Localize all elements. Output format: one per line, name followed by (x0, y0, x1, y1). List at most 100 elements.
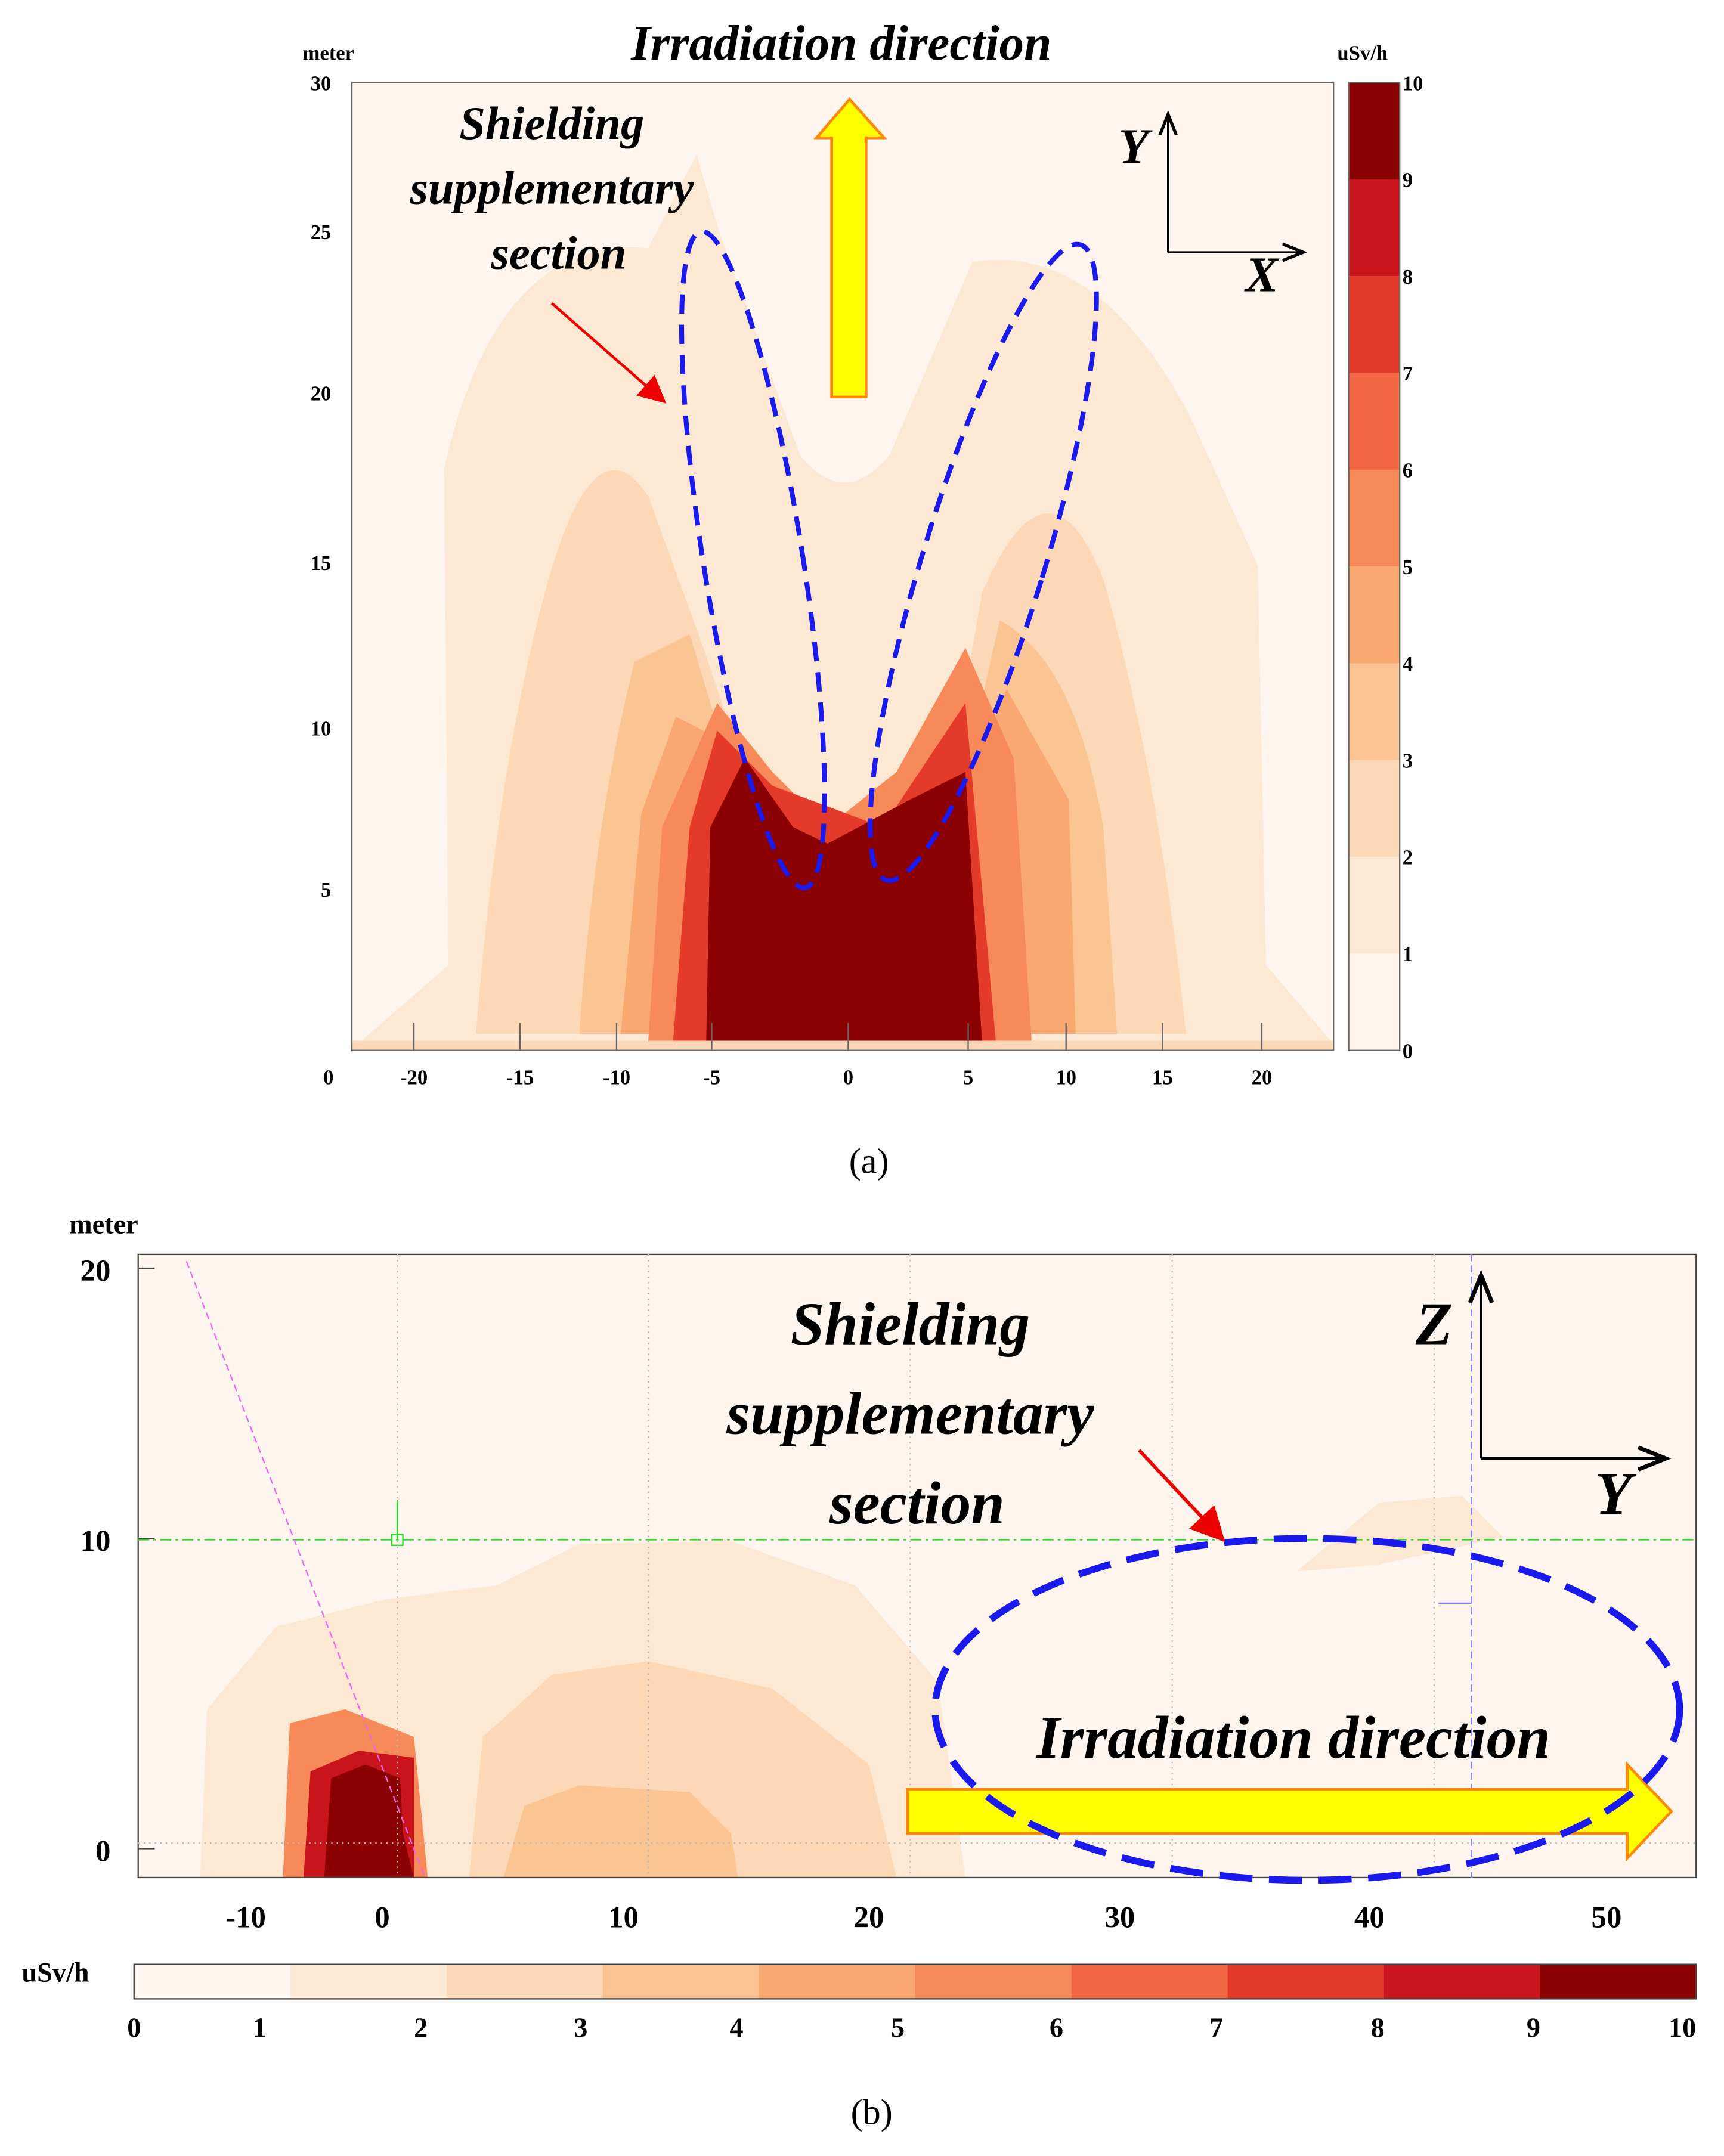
colorbar-band (1348, 82, 1400, 180)
caption: (a) (849, 1141, 889, 1181)
colorbar-band (1348, 760, 1400, 857)
y-tick-label: 30 (311, 72, 332, 95)
colorbar-band (1348, 179, 1400, 277)
x-tick-label: -5 (703, 1065, 720, 1089)
annotation: Shielding (791, 1290, 1030, 1358)
colorbar-band (134, 1964, 290, 1999)
y-tick-label: 10 (81, 1525, 111, 1558)
colorbar-band (1348, 373, 1400, 470)
axis-label: Z (1415, 1290, 1453, 1358)
axis-label: Y (1595, 1460, 1636, 1528)
overlay: Irradiation direction meter uSv/h Shield… (21, 16, 1697, 2133)
colorbar-tick-label: 4 (1403, 652, 1413, 676)
x-tick-label: 20 (854, 1901, 884, 1934)
x-tick-label: 0 (374, 1901, 389, 1934)
x-tick-label: 30 (1104, 1901, 1135, 1934)
x-tick-label: 10 (1056, 1065, 1076, 1089)
colorbar-tick-label: 6 (1050, 2013, 1063, 2043)
colorbar-frame (1348, 82, 1401, 1051)
x-tick-label: 20 (1252, 1065, 1273, 1089)
x-tick-label: -10 (225, 1901, 266, 1934)
x-tick-label: 15 (1152, 1065, 1173, 1089)
dose-region (706, 758, 982, 1041)
unit-label: meter (302, 41, 354, 64)
colorbar-band (915, 1964, 1072, 1999)
y-tick-label: 20 (311, 382, 332, 405)
colorbar-band (1348, 663, 1400, 760)
x-tick-label: -20 (400, 1065, 428, 1089)
colorbar-band (602, 1964, 759, 1999)
plot-frame (351, 82, 1335, 1051)
colorbar-tick-label: 10 (1669, 2013, 1696, 2043)
unit-label: meter (69, 1209, 138, 1240)
colorbar-tick-label: 5 (891, 2013, 905, 2043)
title: Irradiation direction (630, 16, 1051, 71)
x-tick-label: 5 (963, 1065, 973, 1089)
colorbar-tick-label: 1 (253, 2013, 267, 2043)
colorbar-band (1348, 276, 1400, 373)
annotation: Shielding (459, 98, 644, 150)
colorbar-band (1348, 566, 1400, 664)
annotation: section (490, 227, 626, 279)
colorbar-tick-label: 0 (127, 2013, 141, 2043)
colorbar-band (759, 1964, 915, 1999)
annotation: section (829, 1470, 1005, 1537)
annotation: supplementary (726, 1380, 1094, 1448)
colorbar-band (446, 1964, 603, 1999)
plot-frame (137, 1253, 1697, 1879)
colorbar-band (1540, 1964, 1697, 1999)
colorbar-tick-label: 1 (1403, 943, 1413, 966)
title: Irradiation direction (1036, 1704, 1550, 1771)
y-tick-label: 25 (311, 221, 332, 244)
annotation: supplementary (409, 163, 694, 215)
colorbar-tick-label: 7 (1209, 2013, 1223, 2043)
axis-label: Y (1119, 119, 1153, 174)
y-tick-label: 20 (81, 1254, 111, 1288)
colorbar-tick-label: 6 (1403, 459, 1413, 482)
shield-ellipse (679, 229, 827, 891)
caption: (b) (851, 2093, 893, 2133)
shield-ellipse (931, 1535, 1683, 1884)
x-tick-label: 10 (608, 1901, 639, 1934)
colorbar-tick-label: 4 (730, 2013, 744, 2043)
dose-region (324, 1764, 414, 1878)
colorbar-tick-label: 2 (1403, 846, 1413, 869)
colorbar-tick-label: 3 (574, 2013, 587, 2043)
unit-label: uSv/h (21, 1958, 89, 1988)
colorbar-band (290, 1964, 447, 1999)
y-tick-label: 5 (321, 878, 331, 902)
colorbar-tick-label: 5 (1403, 556, 1413, 579)
unit-label: uSv/h (1337, 41, 1388, 64)
x-tick-label: 40 (1354, 1901, 1385, 1934)
colorbar-tick-label: 0 (1403, 1039, 1413, 1062)
dose-region (352, 1040, 1334, 1051)
x-tick-label: -15 (506, 1065, 534, 1089)
colorbar-frame (133, 1963, 1697, 2000)
x-tick-label: 0 (323, 1065, 333, 1089)
pointer-arrow (550, 302, 667, 404)
colorbar-tick-label: 8 (1403, 265, 1413, 289)
colorbar-band (1227, 1964, 1384, 1999)
direction-arrow (906, 1761, 1673, 1862)
colorbar-band (1348, 469, 1400, 567)
colorbar-tick-label: 3 (1403, 749, 1413, 772)
colorbar-tick-label: 7 (1403, 362, 1413, 385)
pointer-arrow (1138, 1449, 1225, 1542)
colorbar-band (1348, 857, 1400, 954)
marker (391, 1534, 404, 1546)
x-tick-label: -10 (603, 1065, 630, 1089)
axis-label: X (1243, 247, 1280, 302)
x-tick-label: 50 (1592, 1901, 1622, 1934)
grid (138, 1254, 1697, 1878)
heatmap (138, 82, 1697, 1878)
colorbar-tick-label: 9 (1403, 169, 1413, 192)
x-tick-label: 0 (843, 1065, 853, 1089)
colorbar-tick-label: 2 (414, 2013, 428, 2043)
y-tick-label: 15 (311, 552, 332, 575)
colorbar-band (1071, 1964, 1228, 1999)
colorbar-tick-label: 8 (1371, 2013, 1385, 2043)
colorbar-band (1383, 1964, 1540, 1999)
direction-arrow (813, 97, 887, 399)
